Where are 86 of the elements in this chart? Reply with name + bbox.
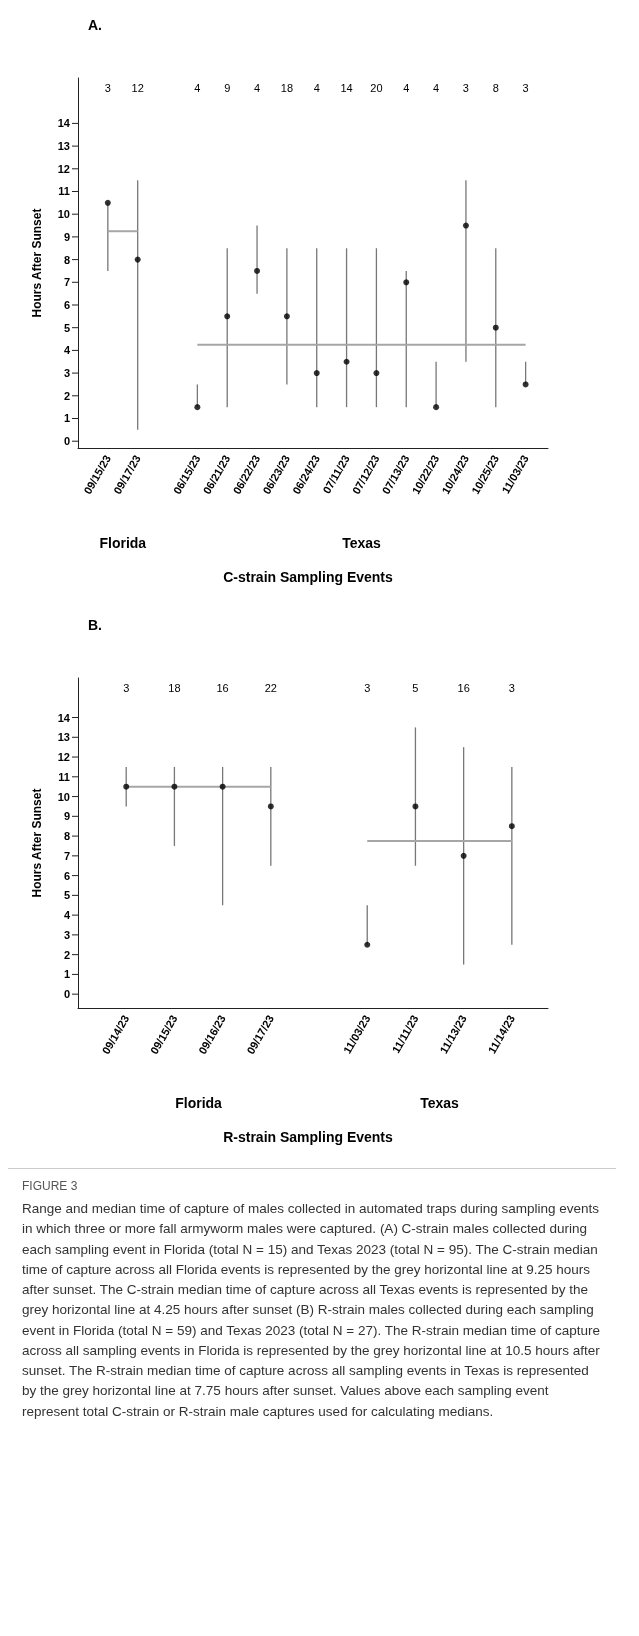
annotation: 18 (168, 682, 181, 694)
point (134, 256, 141, 263)
annotation: 12 (131, 82, 144, 94)
text: FIGURE 3 (22, 1179, 79, 1193)
point (403, 279, 410, 286)
text: Texas (420, 1095, 460, 1111)
annotation: 3 (104, 82, 111, 94)
annotation: 3 (462, 82, 469, 94)
y-tick-label: 1 (63, 968, 70, 981)
chart-title: A. (88, 17, 102, 33)
y-tick-label: 2 (63, 948, 70, 961)
point (283, 313, 290, 320)
y-tick-label: 6 (63, 869, 70, 882)
annotation: 20 (370, 82, 383, 94)
point (123, 783, 130, 790)
y-tick-label: 7 (63, 276, 70, 289)
point (104, 199, 111, 206)
y-tick-label: 12 (57, 751, 70, 764)
text: Florida (175, 1095, 223, 1111)
annotation: 22 (264, 682, 277, 694)
point (492, 324, 499, 331)
point (313, 370, 320, 377)
y-tick-label: 8 (63, 253, 70, 266)
y-tick-label: 2 (63, 389, 70, 402)
text: Florida (99, 535, 147, 551)
y-tick-label: 0 (63, 435, 70, 448)
annotation: 4 (403, 82, 410, 94)
point (224, 313, 231, 320)
point (462, 222, 469, 229)
point (508, 823, 515, 830)
point (171, 783, 178, 790)
y-tick-label: 5 (63, 889, 70, 902)
annotation: 3 (522, 82, 529, 94)
y-tick-label: 4 (63, 344, 71, 357)
x-axis-title: C-strain Sampling Events (223, 569, 394, 585)
x-axis-title: R-strain Sampling Events (223, 1129, 394, 1145)
point (522, 381, 529, 388)
annotation: 3 (123, 682, 130, 694)
y-tick-label: 13 (57, 140, 70, 153)
point (364, 941, 371, 948)
point (433, 404, 440, 411)
y-tick-label: 9 (63, 230, 70, 243)
y-tick-label: 7 (63, 849, 70, 862)
chart-title: B. (88, 617, 102, 633)
point (219, 783, 226, 790)
y-tick-label: 11 (58, 185, 70, 198)
y-tick-label: 10 (57, 790, 70, 803)
text: Texas (342, 535, 382, 551)
point (460, 852, 467, 859)
annotation: 18 (280, 82, 294, 94)
point (267, 803, 274, 810)
y-tick-label: 6 (63, 298, 70, 311)
annotation: 3 (364, 682, 371, 694)
y-tick-label: 14 (57, 711, 71, 724)
y-tick-label: 10 (57, 208, 70, 221)
y-tick-label: 5 (63, 321, 70, 334)
y-axis-title: Hours After Sunset (30, 788, 44, 898)
y-tick-label: 3 (63, 367, 70, 380)
point (343, 358, 350, 365)
point (194, 404, 201, 411)
annotation: 4 (194, 82, 201, 94)
y-tick-label: 3 (63, 928, 70, 941)
annotation: 3 (508, 682, 515, 694)
annotation: 4 (433, 82, 440, 94)
y-tick-label: 12 (57, 162, 70, 175)
y-axis-title: Hours After Sunset (30, 208, 44, 318)
y-tick-label: 9 (63, 810, 70, 823)
annotation: 5 (412, 682, 419, 694)
annotation: 4 (253, 82, 261, 94)
annotation: 16 (216, 682, 229, 694)
point (412, 803, 419, 810)
annotation: 16 (457, 682, 470, 694)
y-tick-label: 0 (63, 988, 70, 1001)
point (373, 370, 380, 377)
text: Range and median time of capture of males collected in automated traps during sampling events in which three or more fall armyworm males were captured. (A) C-strain males collected during each sampling event in Florida (total N = 15) and Texas 2023 (total N = 95). The C-strain median time of capture across all Florida events is represented by the grey horizontal line at 9.25 hours after sunset. The C-strain median time of capture across all Texas events is represented by the grey horizontal line at 4.25 hours after sunset (B) R-strain males collected during each sampling event in Florida (total N = 59) and Texas 2023 (total N = 27). The R-strain median time of capture across all sampling events in Florida is represented by the grey horizontal line at 10.5 hours after sunset. The R-strain median time of capture across all sampling events in Texas is represented by the grey horizontal line at 7.75 hours after sunset. Values above each sampling event represent total C-strain or R-strain male captures used for calculating medians. (22, 1201, 601, 1419)
y-tick-label: 13 (57, 731, 70, 744)
annotation: 4 (313, 82, 320, 94)
annotation: 9 (224, 82, 231, 94)
annotation: 8 (492, 82, 499, 94)
y-tick-label: 1 (63, 412, 70, 425)
y-tick-label: 8 (63, 830, 70, 843)
y-tick-label: 11 (58, 770, 70, 783)
annotation: 14 (340, 82, 353, 94)
point (254, 267, 261, 274)
y-tick-label: 4 (63, 909, 71, 922)
y-tick-label: 14 (57, 117, 71, 130)
